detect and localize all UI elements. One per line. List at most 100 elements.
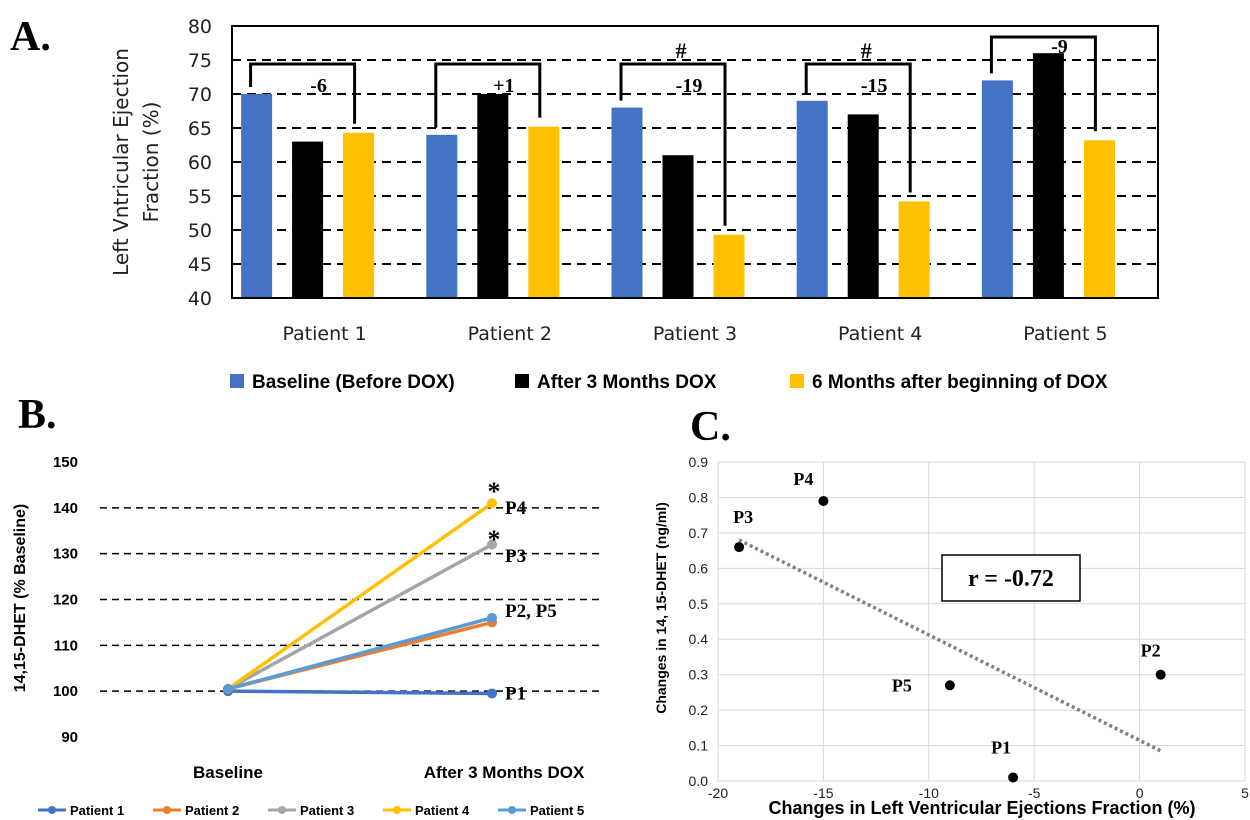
- a-y-tick-label: 55: [188, 186, 212, 208]
- b-y-tick-label: 140: [53, 500, 78, 517]
- a-bar: [241, 94, 273, 298]
- a-significance-mark: #: [861, 38, 872, 63]
- a-change-label: -15: [861, 75, 888, 97]
- a-plot-frame: [231, 25, 1159, 299]
- b-series-point: [487, 688, 497, 699]
- a-category-labels: Patient 1 Patient 2 Patient 3 Patient 4 Pati…: [282, 323, 1107, 345]
- a-y-axis-label: Left Vntricular Ejection Fraction (%): [109, 48, 163, 276]
- panel-c-letter: C.: [690, 404, 731, 450]
- a-y-tick-label: 65: [188, 118, 212, 140]
- b-legend-label: Patient 4: [415, 803, 470, 818]
- a-bar: [713, 234, 745, 298]
- b-series-line: [227, 616, 493, 691]
- a-y-ticks: 40 45 50 55 60 65 70 75 80: [188, 16, 212, 310]
- c-ticks: -20 -15 -10 -5 0 5 0.0 0.1 0.2 0.3 0.4 0.5 0.6 0.7 0.8…: [689, 454, 1250, 801]
- a-y-tick-label: 60: [188, 152, 212, 174]
- a-bar: [898, 201, 930, 298]
- a-bar: [426, 134, 458, 298]
- a-significance-mark: #: [676, 38, 687, 63]
- a-bar: [662, 155, 694, 298]
- a-change-label: +1: [493, 75, 514, 97]
- c-x-tick-label: 0: [1136, 785, 1144, 801]
- a-change-label: -19: [676, 75, 703, 97]
- b-end-label: P4: [505, 498, 527, 519]
- c-y-tick-label: 0.6: [689, 560, 709, 576]
- c-correlation-frame: [941, 554, 1081, 602]
- b-y-tick-label: 130: [53, 546, 78, 563]
- c-data-point: [944, 680, 955, 691]
- c-trendline: [738, 538, 1162, 753]
- b-series-line: [226, 501, 494, 691]
- b-legend-label: Patient 1: [70, 803, 124, 818]
- a-change-label: -6: [310, 75, 327, 97]
- c-point-label: P2: [1141, 641, 1161, 661]
- a-legend-swatch: [515, 374, 529, 388]
- panel-b-letter: B.: [18, 392, 57, 438]
- a-bar: [1032, 53, 1064, 299]
- b-legend-marker: [163, 806, 171, 814]
- b-gridlines: [100, 507, 600, 692]
- b-legend: Patient 1 Patient 2 Patient 3 Patient 4 Pati…: [38, 803, 584, 818]
- c-correlation-text: r = -0.72: [968, 566, 1054, 592]
- b-series-lines: [223, 498, 497, 699]
- b-series-point: [487, 612, 497, 623]
- b-legend-marker: [278, 806, 286, 814]
- a-legend-label: Baseline (Before DOX): [252, 372, 455, 393]
- b-legend-label: Patient 2: [185, 803, 239, 818]
- c-data-point: [734, 542, 745, 553]
- b-series-point: [487, 539, 497, 550]
- a-legend-label: 6 Months after beginning of DOX: [812, 372, 1108, 393]
- c-y-tick-label: 0.1: [689, 738, 709, 754]
- a-bar: [292, 141, 324, 298]
- a-bar: [847, 114, 879, 299]
- c-point-label: P4: [793, 469, 813, 489]
- a-bar: [611, 107, 643, 298]
- a-comparison-bracket: [434, 62, 542, 128]
- a-y-tick-label: 40: [188, 288, 212, 310]
- c-x-tick-label: -10: [919, 785, 939, 801]
- a-y-tick-label: 45: [188, 254, 212, 276]
- c-y-tick-label: 0.7: [689, 525, 709, 541]
- c-y-tick-label: 0.2: [689, 702, 709, 718]
- a-legend-label: After 3 Months DOX: [537, 372, 717, 393]
- a-comparison-bracket: [804, 62, 912, 193]
- panel-a-bar-chart: A. 40 45 50 55 60 65 70 75 80 Patient 1 Patient 2…: [10, 14, 1159, 393]
- a-y-tick-label: 75: [188, 50, 212, 72]
- b-significance-star: *: [488, 477, 501, 506]
- b-series-line: [227, 542, 493, 691]
- c-x-tick-label: -5: [1028, 785, 1041, 801]
- a-bar: [796, 100, 828, 298]
- c-gridlines: [717, 461, 1246, 782]
- b-y-tick-label: 90: [61, 729, 78, 746]
- c-x-tick-label: 5: [1241, 785, 1249, 801]
- b-y-tick-label: 120: [53, 592, 78, 609]
- b-legend-marker: [393, 806, 401, 814]
- b-legend-marker: [508, 806, 516, 814]
- c-data-point: [818, 495, 829, 506]
- a-category-label: Patient 5: [1023, 323, 1107, 345]
- c-y-tick-label: 0.5: [689, 596, 709, 612]
- panel-c-scatter-chart: C. -20 -15 -10 -5 0 5 0.0 0.1 0.2 0.3 0.4 0.5 0.6 0.7…: [653, 404, 1249, 818]
- c-point-label: P1: [991, 737, 1011, 757]
- c-point-label: P5: [892, 675, 912, 695]
- a-y-tick-label: 50: [188, 220, 212, 242]
- b-series-line: [227, 689, 493, 696]
- a-bar: [343, 132, 375, 298]
- a-legend-swatch: [230, 374, 244, 388]
- a-comparison-bracket: [989, 35, 1097, 132]
- a-bar: [528, 126, 560, 298]
- a-category-label: Patient 2: [468, 323, 552, 345]
- a-change-label: -9: [1051, 36, 1068, 58]
- c-y-tick-label: 0.9: [689, 454, 709, 470]
- a-comparison-bracket: [249, 62, 357, 124]
- b-end-label: P1: [505, 683, 526, 704]
- a-bar: [981, 80, 1013, 299]
- a-y-axis-label-line: Fraction (%): [139, 102, 163, 223]
- a-bar: [1083, 140, 1115, 298]
- c-y-tick-label: 0.0: [689, 773, 709, 789]
- b-legend-label: Patient 3: [300, 803, 354, 818]
- c-x-tick-label: -15: [813, 785, 833, 801]
